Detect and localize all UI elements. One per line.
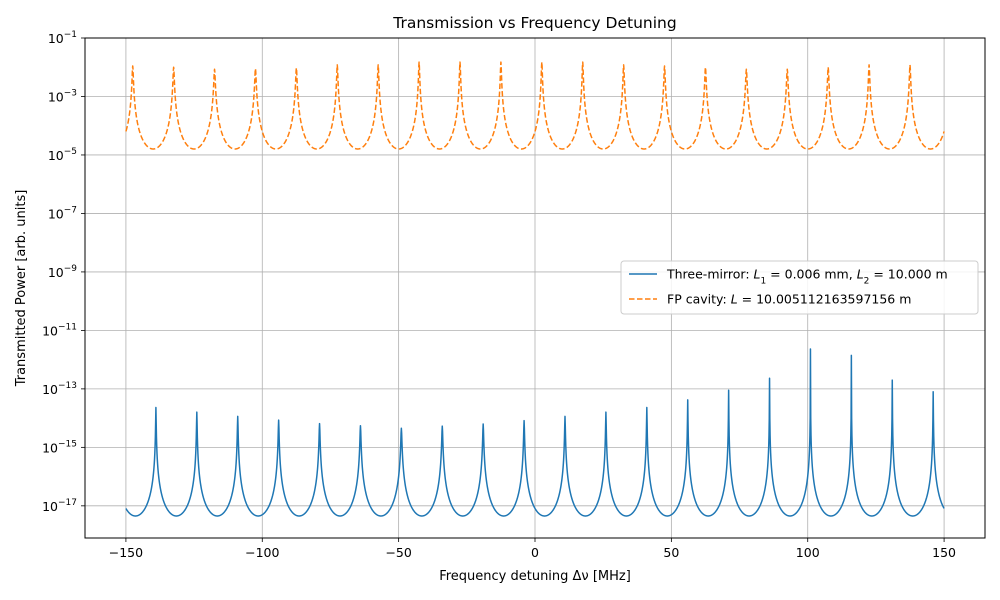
y-tick-label: 10−11 xyxy=(42,322,77,338)
y-tick-label: 10−9 xyxy=(48,264,77,280)
x-tick-label: −100 xyxy=(245,545,279,560)
y-axis-label: Transmitted Power [arb. units] xyxy=(14,190,29,388)
legend-box xyxy=(620,260,979,315)
axis-ticks: −150 −100 −50 0 50 100 15010−1710−1510−1310−11… xyxy=(42,30,956,560)
x-tick-label: −150 xyxy=(109,545,143,560)
y-tick-label: 10−1 xyxy=(48,30,77,46)
legend: Three-mirror: L1 = 0.006 mm, L2 = 10.000… xyxy=(620,260,979,315)
x-tick-label: 100 xyxy=(796,545,820,560)
y-tick-label: 10−17 xyxy=(42,498,77,514)
x-tick-label: 0 xyxy=(531,545,539,560)
y-tick-label: 10−5 xyxy=(48,147,77,163)
y-tick-label: 10−7 xyxy=(48,205,77,221)
x-tick-label: 50 xyxy=(663,545,679,560)
x-axis-label: Frequency detuning Δν [MHz] xyxy=(439,569,631,584)
x-tick-label: 150 xyxy=(932,545,956,560)
series-line-three-mirror xyxy=(125,348,945,517)
y-tick-label: 10−15 xyxy=(42,439,77,455)
y-tick-label: 10−13 xyxy=(42,381,77,397)
x-tick-label: −50 xyxy=(385,545,411,560)
y-tick-label: 10−3 xyxy=(48,88,77,104)
legend-label-three-mirror: Three-mirror: L1 = 0.006 mm, L2 = 10.000… xyxy=(666,267,948,287)
chart-title: Transmission vs Frequency Detuning xyxy=(392,14,676,32)
grid-lines xyxy=(85,37,985,538)
legend-label-fp-cavity: FP cavity: L = 10.005112163597156 m xyxy=(667,292,911,307)
plot-series xyxy=(125,61,945,517)
